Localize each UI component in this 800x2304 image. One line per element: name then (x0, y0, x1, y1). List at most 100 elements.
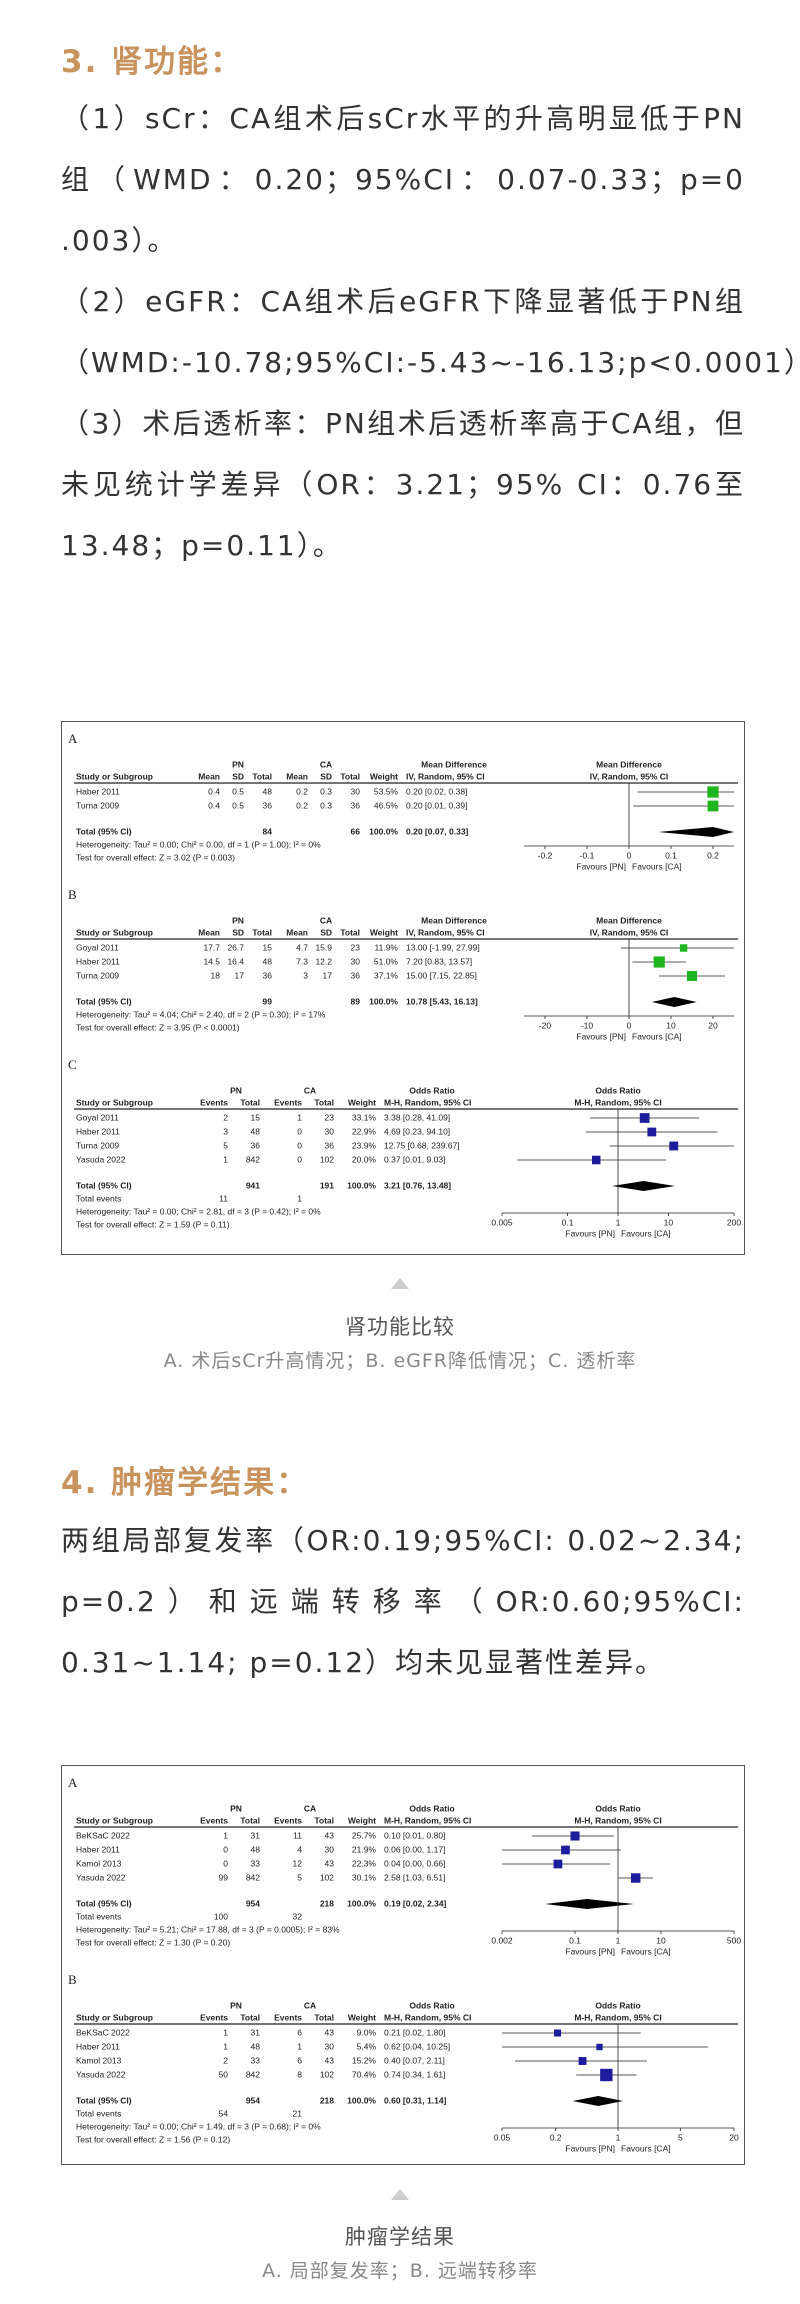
column-header: Total (240, 2012, 260, 2022)
effect-square (578, 2057, 587, 2065)
favours-label: Favours [PN] (576, 861, 626, 871)
cell: Turna 2009 (76, 1140, 119, 1150)
heterogeneity: Heterogeneity: Tau² = 4.04; Chi² = 2.40,… (76, 1009, 326, 1019)
column-header: Total (340, 771, 360, 781)
effect-header: Odds Ratio (409, 2000, 454, 2010)
column-header: Events (200, 2012, 228, 2022)
events-cell: 1 (297, 1193, 302, 1203)
cell: 36 (251, 1140, 261, 1150)
cell: 0 (223, 1844, 228, 1854)
column-header: Total (252, 927, 272, 937)
total-weight: 100.0% (347, 1898, 376, 1908)
effect-header: Odds Ratio (409, 1085, 454, 1095)
effect-square (591, 1155, 601, 1165)
panel-label: A (68, 731, 78, 746)
column-header: Study or Subgroup (76, 2012, 153, 2022)
total-weight: 100.0% (347, 2095, 376, 2105)
cell: Haber 2011 (76, 1844, 120, 1854)
cell: 1 (297, 1112, 302, 1122)
x-tick-label: 5 (678, 2132, 683, 2142)
x-tick-label: 0.05 (494, 2132, 511, 2142)
cell: 23 (325, 1112, 335, 1122)
figure: A PN CA Odds Ratio Odds Ratio Study or Subgro… (61, 1765, 745, 2165)
cell: 17.7 (203, 942, 220, 952)
weight: 30.1% (352, 1872, 377, 1882)
forest-plot: A PN CA Odds Ratio Odds Ratio Study or Subgro… (68, 1775, 741, 2153)
x-tick-label: 1 (616, 1935, 621, 1945)
weight: 5.4% (357, 2041, 377, 2051)
overall-effect: Test for overall effect: Z = 1.59 (P = 0… (76, 1219, 230, 1229)
cell: 1 (223, 1154, 228, 1164)
ci-label: 0.74 [0.34, 1.61] (384, 2069, 445, 2079)
ci-label: 0.40 [0.07, 2.11] (384, 2055, 445, 2065)
cell: 0.5 (232, 786, 244, 796)
ci-label: 3.38 [0.28, 41.09] (384, 1112, 450, 1122)
cell: 4.7 (296, 942, 308, 952)
cell: Kamol 2013 (76, 2055, 122, 2065)
cell: 4 (297, 1844, 302, 1854)
cell: 0.4 (208, 800, 220, 810)
x-tick-label: -0.2 (538, 850, 553, 860)
figure: A PN CA Mean Difference Mean Difference Study… (61, 721, 745, 1255)
events-cell: 21 (293, 2108, 303, 2118)
summary-diamond (572, 2096, 624, 2106)
effect-square (669, 1141, 679, 1151)
total-cell: 954 (246, 1898, 260, 1908)
weight: 21.9% (352, 1844, 377, 1854)
column-header: SD (232, 927, 244, 937)
total-ci-label: 0.60 [0.31, 1.14] (384, 2095, 447, 2105)
column-header: Total (240, 1097, 260, 1107)
paragraph: （1）sCr：CA组术后sCr水平的升高明显低于PN组（WMD：0.20；95%… (61, 102, 745, 257)
paragraph: （3）术后透析率：PN组术后透析率高于CA组，但未见统计学差异（OR：3.21；… (61, 407, 745, 562)
x-tick-label: 20 (729, 2132, 739, 2142)
effect-square (707, 800, 719, 812)
x-tick-label: 0 (627, 1020, 632, 1030)
total-cell: Total (95% CI) (76, 1898, 132, 1908)
weight: 33.1% (352, 1112, 377, 1122)
column-header: Total (314, 2012, 334, 2022)
cell: 33 (251, 1858, 261, 1868)
weight: 22.9% (352, 1126, 377, 1136)
cell: 31 (251, 2027, 261, 2037)
ci-label: 0.10 [0.01, 0.80] (384, 1830, 445, 1840)
ci-label: 15.00 [7.15, 22.85] (406, 970, 477, 980)
cell: 17 (235, 970, 245, 980)
cell: 0 (297, 1126, 302, 1136)
x-tick-label: 10 (666, 1020, 676, 1030)
favours-label: Favours [CA] (621, 1228, 671, 1238)
ci-label: 4.69 [0.23, 94.10] (384, 1126, 450, 1136)
effect-square (554, 2029, 562, 2037)
column-header: Total (240, 1815, 260, 1825)
cell: 43 (325, 2055, 335, 2065)
column-header: SD (320, 771, 332, 781)
column-header: M-H, Random, 95% CI (384, 1097, 471, 1107)
cell: 30 (325, 1126, 335, 1136)
cell: 0.4 (208, 786, 220, 796)
cell: Yasuda 2022 (76, 2069, 126, 2079)
ci-label: 0.62 [0.04, 10.25] (384, 2041, 450, 2051)
heterogeneity: Heterogeneity: Tau² = 0.00; Chi² = 2.81,… (76, 1206, 321, 1216)
total-cell: Total (95% CI) (76, 2095, 132, 2105)
caption-arrow (391, 2189, 409, 2200)
column-header: Events (200, 1815, 228, 1825)
panel-label: B (68, 887, 77, 902)
group-header: CA (320, 915, 332, 925)
cell: 30 (325, 1844, 335, 1854)
column-header: Mean (198, 927, 220, 937)
x-tick-label: 0.2 (707, 850, 719, 860)
column-header: SD (320, 927, 332, 937)
effect-square (561, 1845, 570, 1855)
column-header: Events (274, 1097, 302, 1107)
cell: 8 (297, 2069, 302, 2079)
x-tick-label: 20 (708, 1020, 718, 1030)
cell: 15 (251, 1112, 261, 1122)
caption: 肾功能比较 (345, 1315, 455, 1339)
cell: Kamol 2013 (76, 1858, 122, 1868)
total-cell: 941 (246, 1180, 260, 1190)
cell: 17 (323, 970, 333, 980)
cell: 842 (246, 2069, 260, 2079)
events-cell: 100 (214, 1911, 228, 1921)
cell: 0.2 (296, 800, 308, 810)
cell: 0.2 (296, 786, 308, 796)
